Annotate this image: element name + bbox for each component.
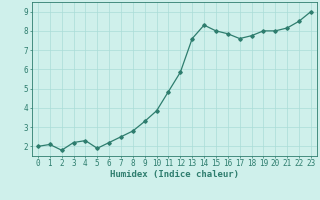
X-axis label: Humidex (Indice chaleur): Humidex (Indice chaleur) [110,170,239,179]
